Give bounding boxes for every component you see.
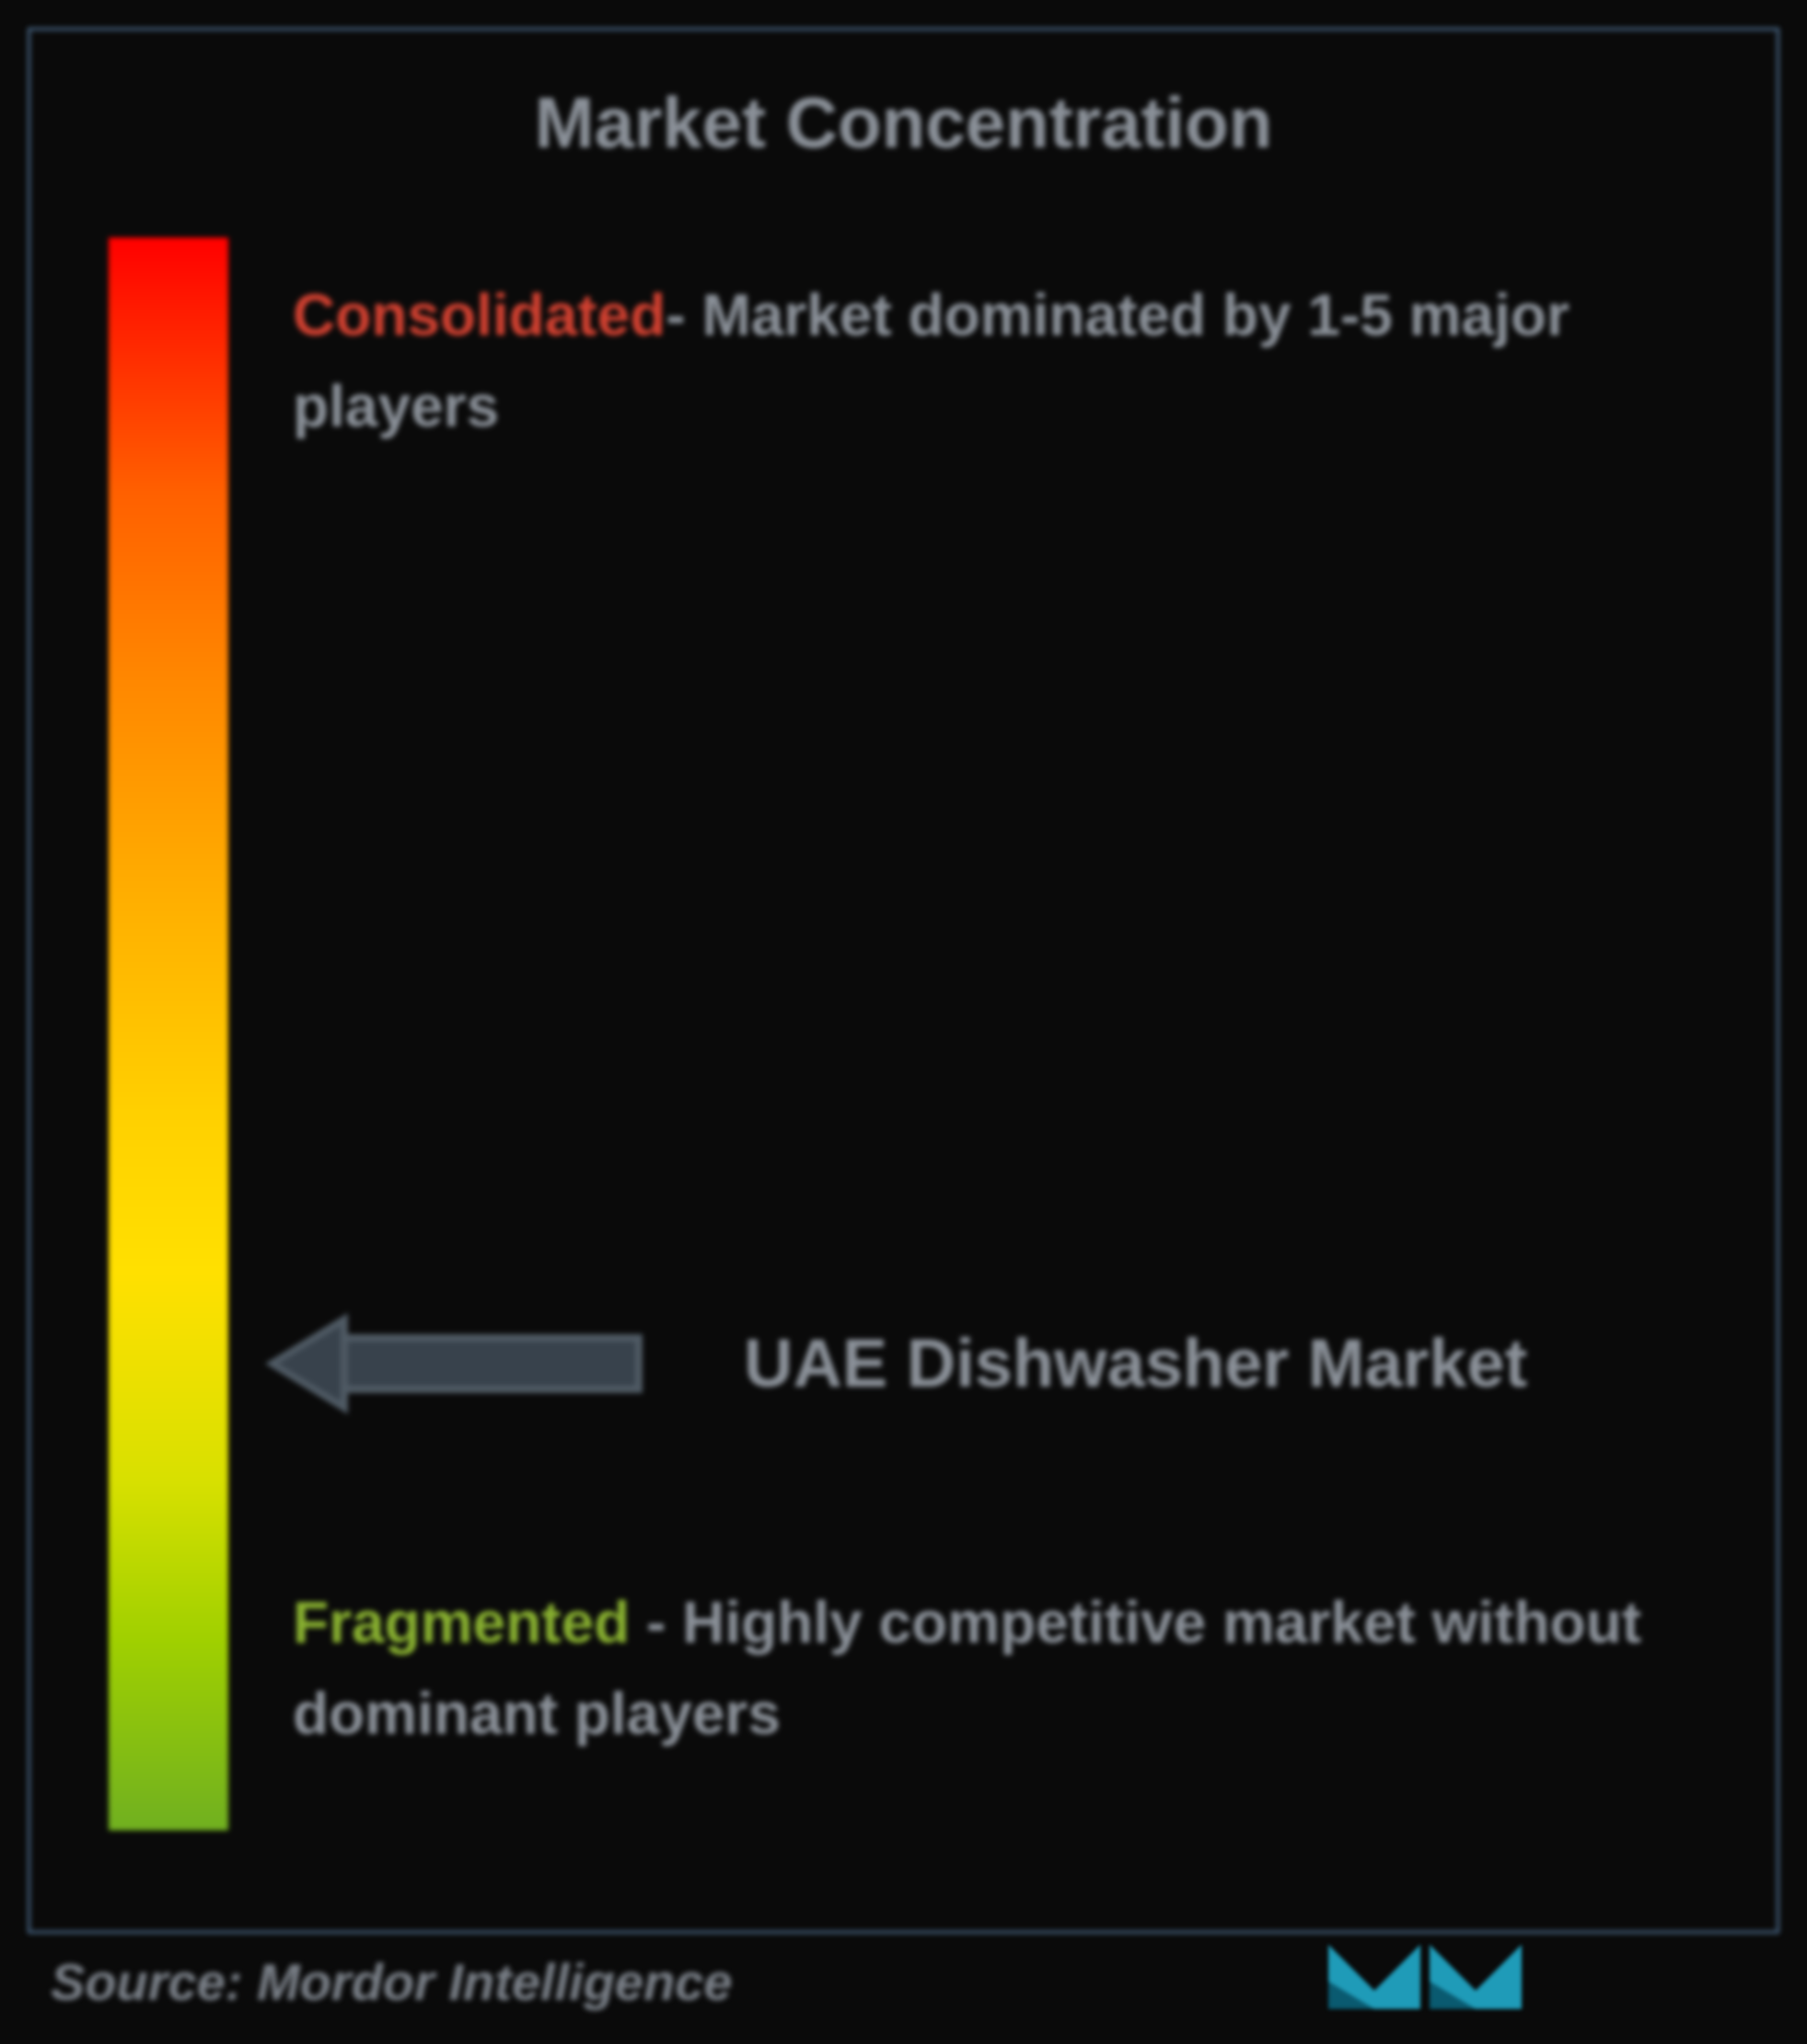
source-name: Mordor Intelligence [257, 1953, 733, 2011]
mordor-logo-icon [1319, 1931, 1531, 2018]
fragmented-label: Fragmented [293, 1589, 630, 1655]
source-attribution: Source: Mordor Intelligence [51, 1952, 733, 2012]
consolidated-caption: Consolidated- Market dominated by 1-5 ma… [293, 270, 1675, 452]
market-name-label: UAE Dishwasher Market [744, 1324, 1527, 1402]
concentration-gradient-bar [109, 238, 228, 1830]
chart-title: Market Concentration [30, 81, 1777, 165]
market-position-marker: UAE Dishwasher Market [265, 1324, 1527, 1402]
consolidated-label: Consolidated [293, 282, 666, 348]
arrow-shaft [348, 1334, 643, 1393]
fragmented-caption: Fragmented - Highly competitive market w… [293, 1577, 1675, 1759]
source-prefix: Source: [51, 1953, 257, 2011]
arrow-head [265, 1313, 348, 1414]
arrow-left-icon [265, 1334, 643, 1393]
infographic-frame: Market Concentration Consolidated- Marke… [28, 28, 1779, 1934]
